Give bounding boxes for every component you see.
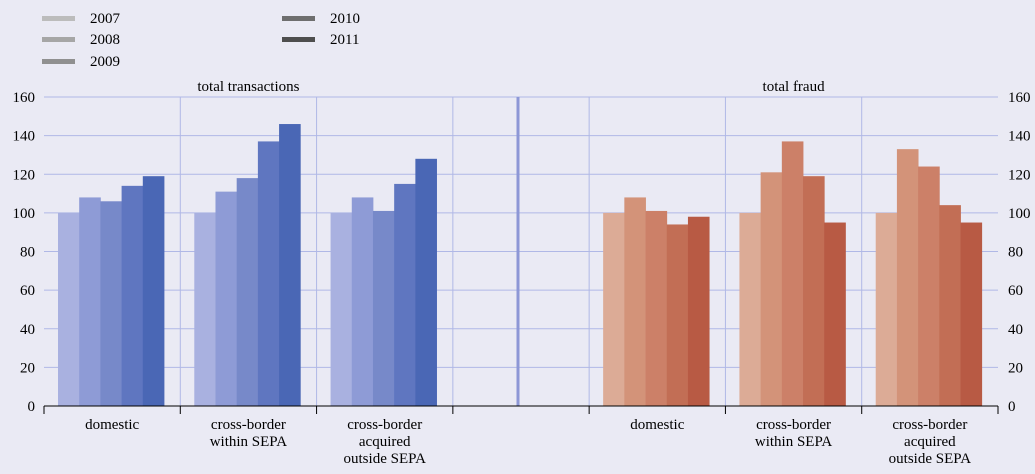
bar-p1-g1-s0 — [739, 212, 762, 406]
bar-p0-g0-s3 — [121, 185, 144, 406]
y-tick-label-left-5: 100 — [13, 206, 36, 222]
labels: total transactions total fraud domestic cro… — [85, 79, 971, 467]
bars — [58, 124, 983, 407]
bar-p1-g2-s1 — [896, 149, 919, 407]
bar-p1-g1-s4 — [824, 222, 846, 406]
legend-swatch-2011 — [282, 37, 315, 42]
y-tick-label-right-1: 20 — [1008, 360, 1023, 376]
bar-p1-g0-s4 — [687, 216, 710, 406]
y-tick-label-right-8: 160 — [1008, 90, 1031, 106]
grid — [44, 96, 998, 407]
bar-p0-g2-s1 — [351, 197, 374, 406]
legend-swatch-2009 — [42, 59, 75, 64]
legend-label-2009: 2009 — [90, 54, 120, 70]
bar-p0-g1-s4 — [279, 124, 301, 406]
legend: 2007 2008 2009 2010 2011 — [42, 11, 360, 70]
bar-p1-g1-s2 — [781, 141, 804, 406]
category-label-1: cross-border within SEPA — [210, 417, 288, 450]
bar-p1-g2-s3 — [939, 205, 961, 406]
legend-label-2007: 2007 — [90, 11, 121, 27]
y-tick-label-right-4: 80 — [1008, 245, 1023, 261]
y-tick-label-right-3: 60 — [1008, 283, 1023, 299]
y-tick-label-left-4: 80 — [20, 245, 35, 261]
legend-swatch-2010 — [282, 16, 315, 21]
legend-label-2010: 2010 — [330, 11, 360, 27]
bar-p0-g0-s2 — [100, 201, 122, 406]
category-label-4: domestic — [630, 417, 684, 433]
bar-p1-g0-s2 — [645, 210, 668, 406]
y-tick-label-right-5: 100 — [1008, 206, 1031, 222]
bar-p0-g1-s1 — [215, 191, 238, 406]
bar-p0-g2-s2 — [372, 210, 395, 406]
y-tick-label-right-7: 140 — [1008, 129, 1031, 145]
y-tick-label-right-2: 40 — [1008, 322, 1023, 338]
bar-p0-g0-s4 — [142, 176, 165, 406]
y-tick-label-left-0: 0 — [28, 399, 36, 415]
bar-p0-g1-s0 — [194, 212, 216, 406]
y-tick-label-right-6: 120 — [1008, 167, 1031, 183]
panel-title-1: total fraud — [763, 79, 826, 95]
axes: 0 0 20 20 40 40 60 60 80 80 100 100 120 120 140 140 160 1… — [13, 90, 1031, 415]
bar-p0-g2-s4 — [415, 158, 437, 406]
bar-p1-g2-s2 — [918, 166, 940, 406]
bar-p1-g1-s3 — [803, 176, 825, 406]
legend-swatch-2008 — [42, 37, 75, 42]
bar-p1-g1-s1 — [760, 172, 783, 406]
y-tick-label-left-1: 20 — [20, 360, 35, 376]
bar-p1-g0-s3 — [666, 224, 689, 406]
legend-label-2011: 2011 — [330, 32, 359, 48]
bar-p1-g0-s0 — [603, 212, 625, 406]
y-tick-label-left-2: 40 — [20, 322, 35, 338]
legend-label-2008: 2008 — [90, 32, 120, 48]
y-tick-label-left-7: 140 — [13, 129, 36, 145]
legend-swatch-2007 — [42, 16, 75, 21]
category-label-0: domestic — [85, 417, 139, 433]
y-tick-label-left-8: 160 — [13, 90, 36, 106]
panel-title-0: total transactions — [197, 79, 299, 95]
bar-p0-g1-s3 — [257, 141, 280, 406]
y-tick-label-left-6: 120 — [13, 167, 36, 183]
category-label-6: cross-border acquired outside SEPA — [889, 417, 972, 467]
bar-p1-g2-s4 — [960, 222, 983, 406]
y-tick-label-right-0: 0 — [1008, 399, 1016, 415]
bar-p1-g0-s1 — [624, 197, 646, 406]
bar-p0-g2-s0 — [330, 212, 353, 406]
category-label-2: cross-border acquired outside SEPA — [344, 417, 427, 467]
bar-p0-g0-s0 — [58, 212, 80, 406]
bar-p0-g1-s2 — [236, 178, 259, 406]
y-tick-label-left-3: 60 — [20, 283, 35, 299]
bar-p0-g0-s1 — [79, 197, 101, 406]
bar-p0-g2-s3 — [394, 183, 416, 406]
category-label-5: cross-border within SEPA — [755, 417, 833, 450]
bar-p1-g2-s0 — [875, 212, 898, 406]
